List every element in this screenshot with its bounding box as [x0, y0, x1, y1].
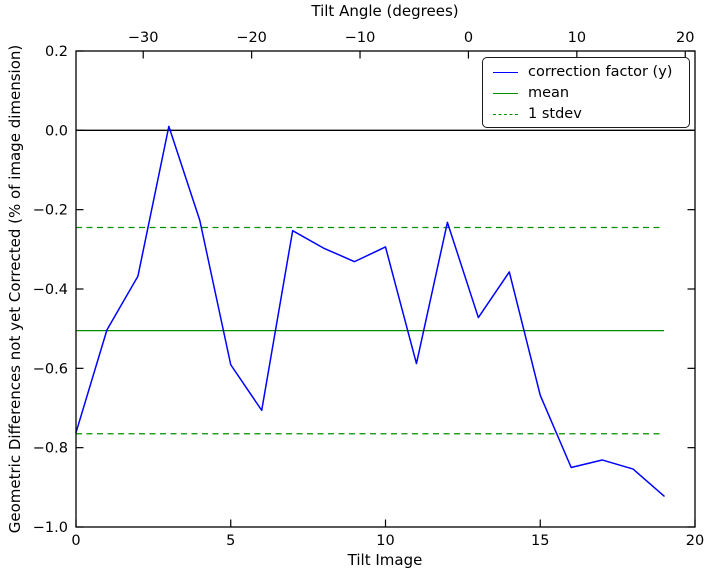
top-tick-label: −30 — [128, 30, 159, 46]
top-tick-label: 10 — [568, 30, 586, 46]
y-tick-label: −0.8 — [33, 441, 68, 457]
legend: correction factor (y) mean 1 stdev — [482, 57, 690, 128]
y-tick-label: −1.0 — [33, 520, 68, 536]
y-tick-label: 0.0 — [45, 123, 68, 139]
top-tick-label: 20 — [676, 30, 694, 46]
x-tick-label: 10 — [376, 533, 394, 549]
legend-sample-line — [493, 114, 518, 115]
x-axis-label: Tilt Image — [347, 551, 423, 569]
legend-sample-line — [493, 72, 518, 73]
top-tick-label: −20 — [236, 30, 267, 46]
y-tick-label: 0.2 — [45, 44, 68, 60]
y-axis-label: Geometric Differences not yet Corrected … — [6, 44, 24, 534]
legend-item-label: mean — [528, 85, 570, 101]
legend-item-label: 1 stdev — [528, 106, 582, 122]
x-tick-label: 0 — [71, 533, 80, 549]
series-line — [75, 125, 665, 497]
top-tick-label: −10 — [345, 30, 376, 46]
legend-item: 1 stdev — [483, 104, 689, 125]
x-tick-label: 20 — [686, 533, 704, 549]
legend-item: correction factor (y) — [483, 62, 689, 83]
top-axis-title: Tilt Angle (degrees) — [311, 2, 459, 20]
legend-item: mean — [483, 83, 689, 104]
top-tick-label: 0 — [464, 30, 473, 46]
legend-item-label: correction factor (y) — [528, 64, 673, 80]
x-tick-label: 5 — [226, 533, 235, 549]
y-tick-label: −0.4 — [33, 282, 68, 298]
legend-sample-line — [493, 93, 518, 94]
y-tick-label: −0.2 — [33, 203, 68, 219]
y-tick-label: −0.6 — [33, 361, 68, 377]
x-tick-label: 15 — [531, 533, 549, 549]
